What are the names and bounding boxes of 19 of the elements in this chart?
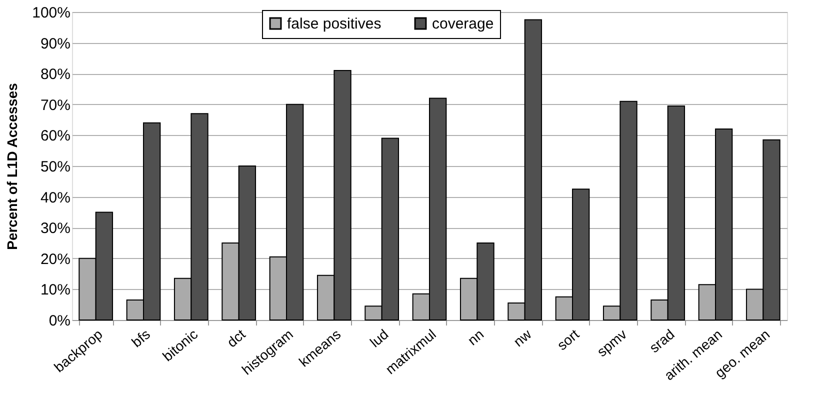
y-tick-label: 50% — [40, 158, 70, 176]
x-tick-label: sort — [554, 326, 582, 354]
y-tick-label: 60% — [40, 128, 70, 145]
legend-label: false positives — [287, 16, 382, 33]
y-tick-label: 0% — [48, 312, 70, 330]
legend-label: coverage — [432, 16, 494, 33]
y-tick-label: 100% — [32, 4, 70, 22]
x-tick-label: nn — [464, 326, 487, 348]
y-tick-label: 90% — [40, 35, 70, 52]
x-tick-label: lud — [366, 326, 392, 350]
y-tick-label: 20% — [40, 250, 70, 268]
x-tick-label: nw — [510, 325, 536, 350]
y-tick-label: 70% — [40, 96, 70, 114]
y-axis-title: Percent of L1D Accesses — [4, 82, 20, 250]
x-tick-label: bfs — [128, 326, 153, 350]
y-tick-label: 30% — [40, 220, 70, 238]
y-tick-label: 80% — [40, 66, 70, 84]
y-tick-label: 10% — [40, 282, 70, 299]
y-tick-label: 40% — [40, 189, 70, 206]
